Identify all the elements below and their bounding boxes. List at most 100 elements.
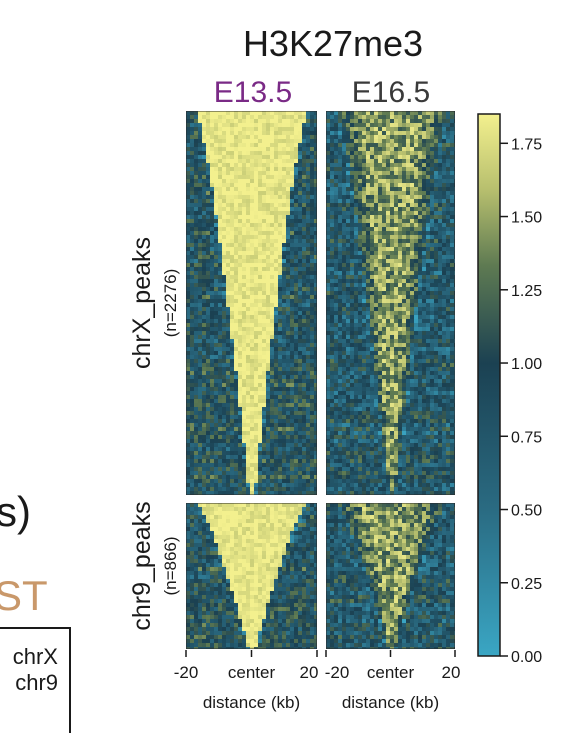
heatmap-cell [262,307,267,312]
heatmap-cell [370,303,375,308]
heatmap-cell [378,267,383,272]
heatmap-cell [378,191,383,196]
heatmap-cell [306,243,311,248]
heatmap-cell [342,267,347,272]
heatmap-cell [246,187,251,192]
heatmap-cell [210,295,215,300]
heatmap-cell [290,451,295,456]
heatmap-cell [242,115,247,120]
heatmap-cell [270,175,275,180]
heatmap-cell [258,159,263,164]
heatmap-cell [422,299,427,304]
heatmap-cell [358,119,363,124]
heatmap-cell [358,223,363,228]
heatmap-cell [294,439,299,444]
heatmap-cell [330,171,335,176]
heatmap-cell [306,163,311,168]
heatmap-cell [210,367,215,372]
heatmap-cell [334,187,339,192]
heatmap-cell [210,471,215,476]
heatmap-cell [290,435,295,440]
heatmap-cell [426,215,431,220]
heatmap-cell [186,195,191,200]
heatmap-cell [426,295,431,300]
heatmap-cell [258,275,263,280]
heatmap-cell [214,355,219,360]
heatmap-cell [258,143,263,148]
heatmap-cell [222,135,227,140]
heatmap-cell [226,219,231,224]
heatmap-cell [274,191,279,196]
heatmap-cell [186,283,191,288]
heatmap-cell [370,239,375,244]
heatmap-cell [226,295,231,300]
heatmap-cell [442,263,447,268]
heatmap-cell [218,175,223,180]
heatmap-cell [430,115,435,120]
heatmap-cell [278,411,283,416]
heatmap-cell [418,315,423,320]
heatmap-cell [354,323,359,328]
heatmap-cell [250,111,255,116]
heatmap-cell [202,451,207,456]
heatmap-cell [194,399,199,404]
heatmap-cell [438,323,443,328]
heatmap-cell [254,159,259,164]
heatmap-cell [342,175,347,180]
heatmap-cell [346,191,351,196]
heatmap-cell [374,159,379,164]
heatmap-cell [226,131,231,136]
heatmap-cell [282,383,287,388]
heatmap-cell [326,155,331,160]
heatmap-cell [242,239,247,244]
heatmap-cell [266,351,271,356]
heatmap-cell [254,343,259,348]
heatmap-cell [270,439,275,444]
heatmap-cell [286,339,291,344]
heatmap-cell [190,319,195,324]
heatmap-cell [370,287,375,292]
heatmap-cell [274,331,279,336]
heatmap-cell [338,243,343,248]
heatmap-cell [438,119,443,124]
heatmap-cell [350,163,355,168]
heatmap-cell [418,159,423,164]
heatmap-cell [326,323,331,328]
heatmap-cell [218,415,223,420]
heatmap-cell [258,407,263,412]
heatmap-cell [430,275,435,280]
heatmap-cell [226,147,231,152]
heatmap-cell [314,167,317,172]
heatmap-cell [338,199,343,204]
heatmap-cell [194,423,199,428]
heatmap-cell [378,251,383,256]
heatmap-cell [358,219,363,224]
heatmap-cell [294,483,299,488]
heatmap-cell [426,255,431,260]
heatmap-cell [206,447,211,452]
heatmap-cell [186,295,191,300]
heatmap-cell [230,407,235,412]
heatmap-cell [190,327,195,332]
heatmap-cell [210,383,215,388]
heatmap-cell [210,319,215,324]
heatmap-cell [230,219,235,224]
heatmap-cell [222,459,227,464]
heatmap-cell [450,235,455,240]
heatmap-cell [274,287,279,292]
heatmap-cell [282,491,287,495]
heatmap-cell [306,299,311,304]
heatmap-cell [398,267,403,272]
heatmap-cell [210,455,215,460]
heatmap-cell [210,351,215,356]
heatmap-cell [426,287,431,292]
heatmap-cell [242,251,247,256]
heatmap-cell [198,375,203,380]
heatmap-cell [190,355,195,360]
heatmap-cell [434,131,439,136]
heatmap-cell [274,115,279,120]
heatmap-cell [218,487,223,492]
heatmap-cell [314,275,317,280]
heatmap-cell [258,251,263,256]
heatmap-cell [210,171,215,176]
